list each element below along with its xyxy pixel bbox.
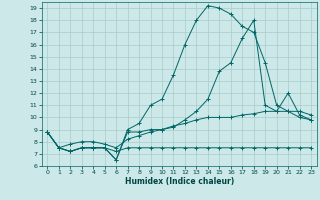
X-axis label: Humidex (Indice chaleur): Humidex (Indice chaleur)	[124, 177, 234, 186]
